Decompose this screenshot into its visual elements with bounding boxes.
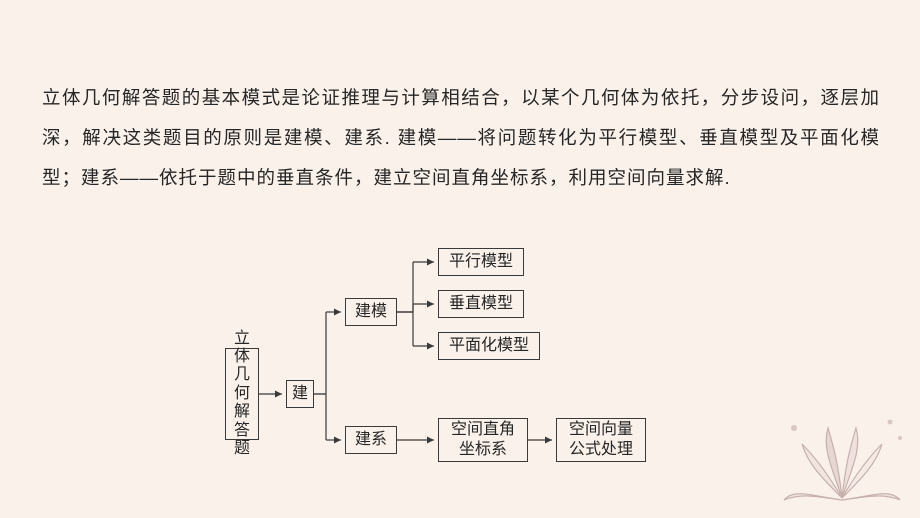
node-pingmian: 平面化模型 <box>438 332 540 360</box>
node-xiangliang: 空间向量 公式处理 <box>556 418 646 462</box>
node-root: 立体几何解答题 <box>225 348 259 440</box>
node-jian: 建 <box>286 380 314 408</box>
node-jianxi: 建系 <box>345 426 397 454</box>
node-chuizhi: 垂直模型 <box>438 290 524 318</box>
intro-paragraph: 立体几何解答题的基本模式是论证推理与计算相结合，以某个几何体为依托，分步设问，逐… <box>42 78 880 198</box>
node-zuobiao: 空间直角 坐标系 <box>438 418 528 462</box>
lotus-decor <box>772 408 912 518</box>
node-pingxing: 平行模型 <box>438 248 524 276</box>
node-jianmo: 建模 <box>345 298 397 326</box>
